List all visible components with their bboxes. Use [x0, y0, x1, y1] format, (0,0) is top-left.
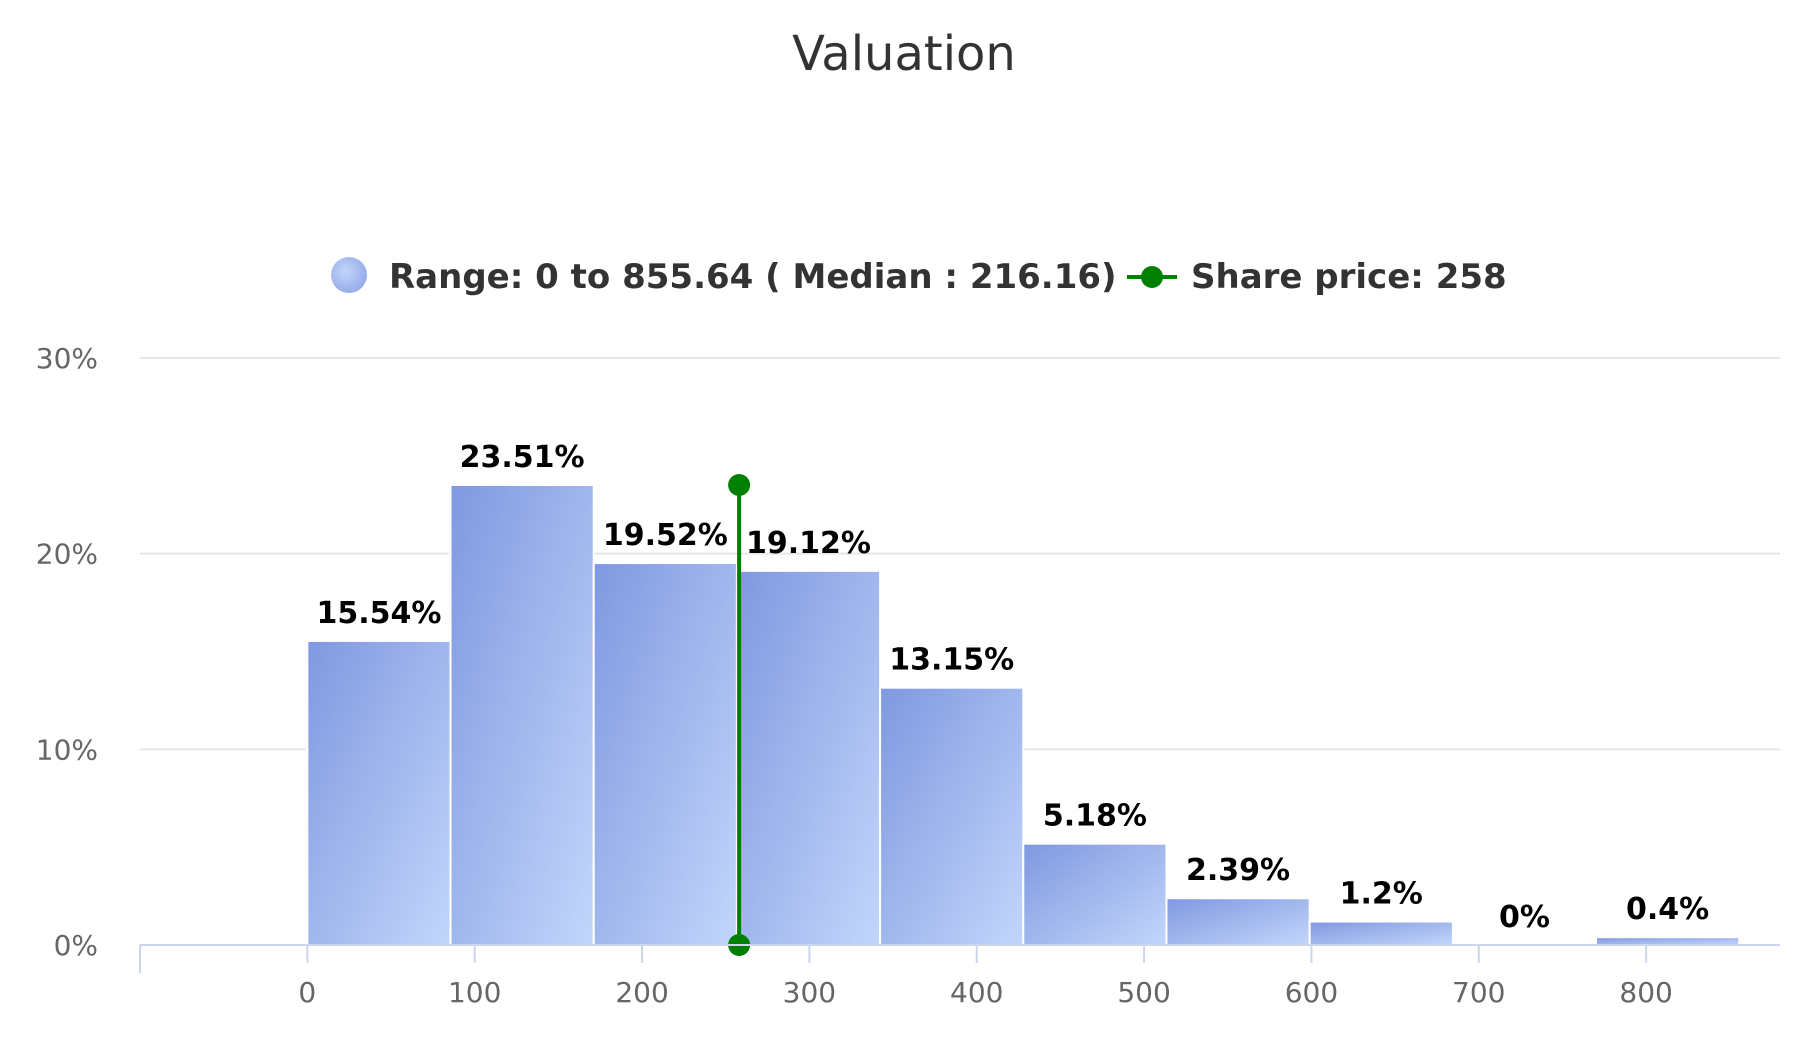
histogram-bar[interactable] — [1165, 897, 1311, 946]
histogram-bar[interactable] — [449, 483, 595, 946]
bar-data-label: 5.18% — [1043, 799, 1147, 834]
y-tick-label: 0% — [54, 929, 98, 962]
x-tick-label: 400 — [950, 976, 1003, 1009]
x-axis: 0 100 200 300 400 500 600 700 800 — [139, 944, 1780, 1009]
bars: 15.54% 23.51% 19.52% 19.12% 13.15% 5.18% 2.39%… — [306, 440, 1741, 947]
bar-data-label: 13.15% — [889, 643, 1014, 678]
legend-share-price-marker-icon — [1141, 266, 1163, 288]
x-tick-label: 800 — [1619, 976, 1672, 1009]
legend-range-label[interactable]: Range: 0 to 855.64 ( Median : 216.16) — [389, 257, 1117, 297]
x-tick-label: 300 — [783, 976, 836, 1009]
bar-data-label: 23.51% — [460, 440, 585, 475]
bar-data-label: 1.2% — [1340, 877, 1423, 912]
histogram-bar[interactable] — [879, 686, 1025, 946]
y-tick-label: 10% — [36, 733, 98, 766]
legend-range-icon — [331, 257, 367, 293]
y-tick-label: 20% — [36, 538, 98, 571]
histogram-bar[interactable] — [1022, 842, 1168, 946]
bar-data-label: 0.4% — [1626, 892, 1709, 927]
x-tick-label: 0 — [298, 976, 316, 1009]
legend-share-price-label[interactable]: Share price: 258 — [1191, 257, 1507, 297]
x-tick-label: 600 — [1285, 976, 1338, 1009]
x-tick-label: 500 — [1117, 976, 1170, 1009]
histogram-bar[interactable] — [306, 639, 452, 947]
y-tick-label: 30% — [36, 342, 98, 375]
share-price-marker-top[interactable] — [728, 473, 751, 496]
histogram-bar[interactable] — [1308, 920, 1454, 947]
histogram-bar[interactable] — [592, 562, 738, 946]
bar-data-label: 15.54% — [316, 596, 441, 631]
bar-data-label: 0% — [1499, 900, 1550, 935]
bar-data-label: 19.52% — [603, 518, 728, 553]
chart-title: Valuation — [792, 26, 1016, 82]
bar-data-label: 19.12% — [746, 526, 871, 561]
x-tick-label: 700 — [1452, 976, 1505, 1009]
histogram-bar[interactable] — [1595, 936, 1741, 947]
bar-data-label: 2.39% — [1186, 853, 1290, 888]
legend: Range: 0 to 855.64 ( Median : 216.16) Sh… — [331, 257, 1507, 297]
x-tick-label: 100 — [448, 976, 501, 1009]
histogram-bar[interactable] — [735, 569, 882, 946]
x-tick-label: 200 — [615, 976, 668, 1009]
